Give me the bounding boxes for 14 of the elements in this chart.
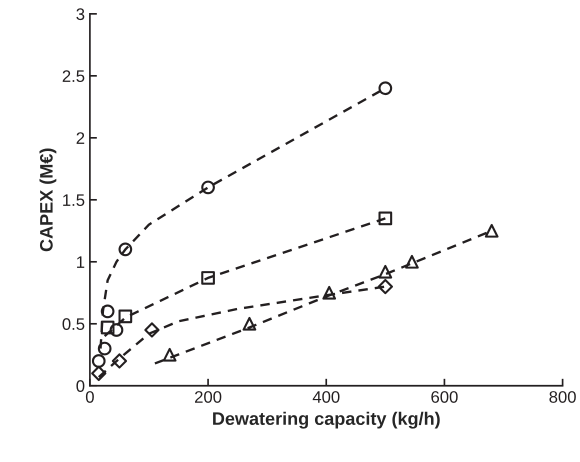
x-tick-label: 0: [86, 391, 94, 403]
y-tick-label: 2: [76, 132, 84, 144]
y-axis-title: CAPEX (M€): [39, 148, 56, 252]
x-tick-label: 800: [549, 391, 576, 403]
x-axis-title: Dewatering capacity (kg/h): [213, 412, 440, 429]
x-tick-label: 400: [312, 391, 340, 403]
y-tick-label: 3: [76, 8, 84, 20]
y-tick-label: 1: [77, 256, 84, 268]
y-tick-label: 0: [76, 380, 84, 392]
y-tick-label: 1.5: [63, 194, 84, 206]
y-tick-label: 0.5: [62, 318, 84, 330]
x-tick-label: 600: [431, 391, 458, 403]
x-tick-label: 200: [195, 391, 222, 403]
y-tick-label: 2.5: [62, 70, 84, 82]
